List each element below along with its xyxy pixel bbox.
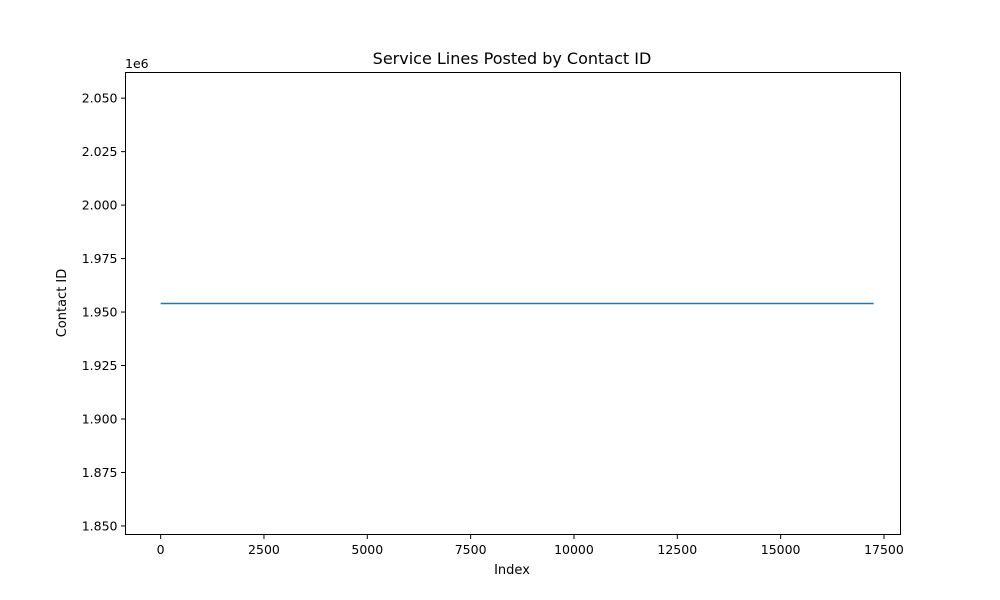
y-tick-label: 2.050 [82, 91, 118, 106]
x-tick-label: 0 [157, 542, 165, 557]
y-offset-label: 1e6 [125, 56, 149, 71]
y-tick-label: 2.025 [82, 144, 118, 159]
chart-title: Service Lines Posted by Contact ID [373, 49, 652, 68]
x-tick-label: 2500 [248, 542, 280, 557]
x-tick-label: 15000 [761, 542, 801, 557]
y-tick-label: 1.925 [82, 358, 118, 373]
x-tick-label: 7500 [455, 542, 487, 557]
y-tick-label: 1.975 [82, 251, 118, 266]
y-axis-label: Contact ID [55, 269, 70, 338]
x-axis: 0 2500 5000 7500 10000 12500 15000 17500 [157, 534, 904, 557]
plot-area [125, 72, 901, 535]
x-tick-label: 5000 [351, 542, 383, 557]
y-tick-label: 2.000 [82, 198, 118, 213]
y-tick-label: 1.850 [82, 518, 118, 533]
y-tick-label: 1.950 [82, 305, 118, 320]
y-tick-label: 1.900 [82, 412, 118, 427]
x-tick-label: 12500 [657, 542, 697, 557]
plot-frame [125, 72, 901, 535]
x-tick-label: 10000 [554, 542, 594, 557]
y-axis: 1.850 1.875 1.900 1.925 1.950 1.975 2.000 2.025… [82, 91, 126, 533]
y-tick-label: 1.875 [82, 465, 118, 480]
x-axis-label: Index [494, 563, 530, 578]
x-tick-label: 17500 [864, 542, 904, 557]
